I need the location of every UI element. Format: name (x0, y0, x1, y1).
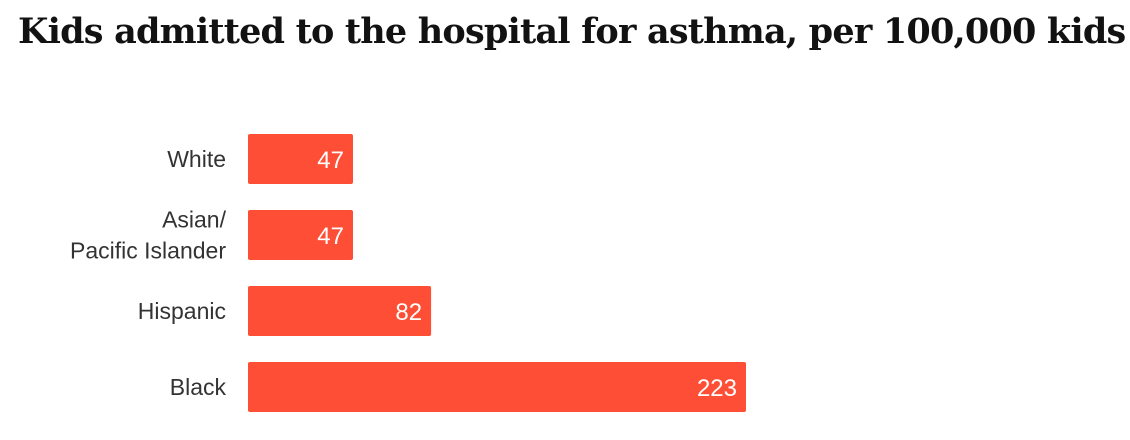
bar (248, 362, 746, 412)
category-label: White (167, 146, 226, 172)
category-label-line: Hispanic (138, 298, 226, 324)
category-label: Black (170, 374, 227, 400)
category-label: Hispanic (138, 298, 226, 324)
bar (248, 134, 353, 184)
category-label: Asian/Pacific Islander (70, 207, 227, 264)
bar (248, 286, 432, 336)
bar-value-label: 47 (317, 223, 344, 250)
chart-title: Kids admitted to the hospital for asthma… (18, 11, 1126, 52)
bar-value-label: 82 (395, 299, 422, 326)
category-label-line: Asian/ (162, 207, 227, 233)
bar-value-label: 47 (317, 147, 344, 174)
bars-group: 47 White 47 Asian/Pacific Islander 82 Hispani… (70, 134, 746, 412)
bar-value-label: 223 (697, 375, 737, 402)
category-label-line: Black (170, 374, 227, 400)
bar (248, 210, 353, 260)
category-label-line: Pacific Islander (70, 238, 226, 264)
category-label-line: White (167, 146, 226, 172)
